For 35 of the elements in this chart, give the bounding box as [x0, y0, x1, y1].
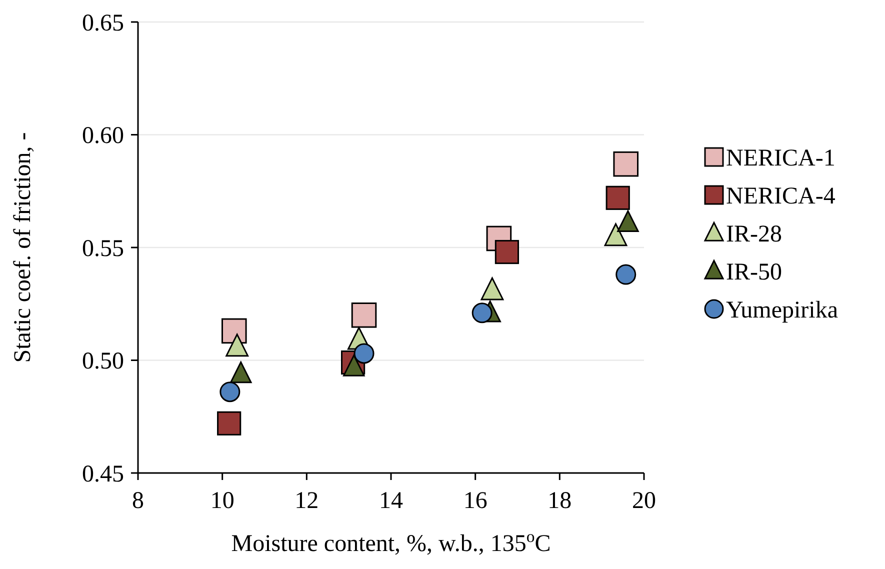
point — [226, 334, 249, 357]
legend-label: IR-28 — [726, 221, 782, 248]
point — [613, 151, 639, 177]
y-tick-label: 0.65 — [82, 10, 124, 36]
x-tick-label: 8 — [132, 488, 144, 514]
point — [604, 223, 628, 246]
point — [230, 361, 252, 384]
point — [220, 382, 240, 402]
point — [606, 186, 630, 210]
x-tick-label: 14 — [379, 488, 403, 514]
point — [221, 318, 247, 344]
point — [343, 354, 365, 376]
point — [616, 264, 636, 285]
x-tick-label: 20 — [632, 488, 656, 514]
point — [480, 277, 504, 300]
y-axis-title: Static coef. of friction, - — [10, 132, 36, 363]
x-tick-label: 16 — [463, 488, 488, 514]
point — [354, 343, 374, 364]
x-axis-title: Moisture content, %, w.b., 135$^{o}$C — [231, 526, 551, 557]
point — [217, 411, 242, 436]
point — [351, 302, 377, 328]
point — [617, 210, 639, 232]
legend-label: NERICA-4 — [726, 183, 836, 210]
x-tick-label: 10 — [210, 488, 234, 514]
y-tick-label: 0.45 — [82, 461, 124, 488]
x-tick-label: 12 — [294, 488, 319, 514]
x-tick-label: 18 — [548, 488, 572, 514]
point — [494, 240, 520, 264]
legend-label: Yumepirika — [726, 297, 838, 324]
legend-label: IR-50 — [726, 259, 782, 286]
legend-label: NERICA-1 — [726, 145, 836, 172]
point — [472, 302, 492, 324]
y-tick-label: 0.55 — [82, 236, 124, 262]
y-tick-label: 0.60 — [82, 123, 124, 150]
y-tick-label: 0.50 — [82, 348, 124, 375]
